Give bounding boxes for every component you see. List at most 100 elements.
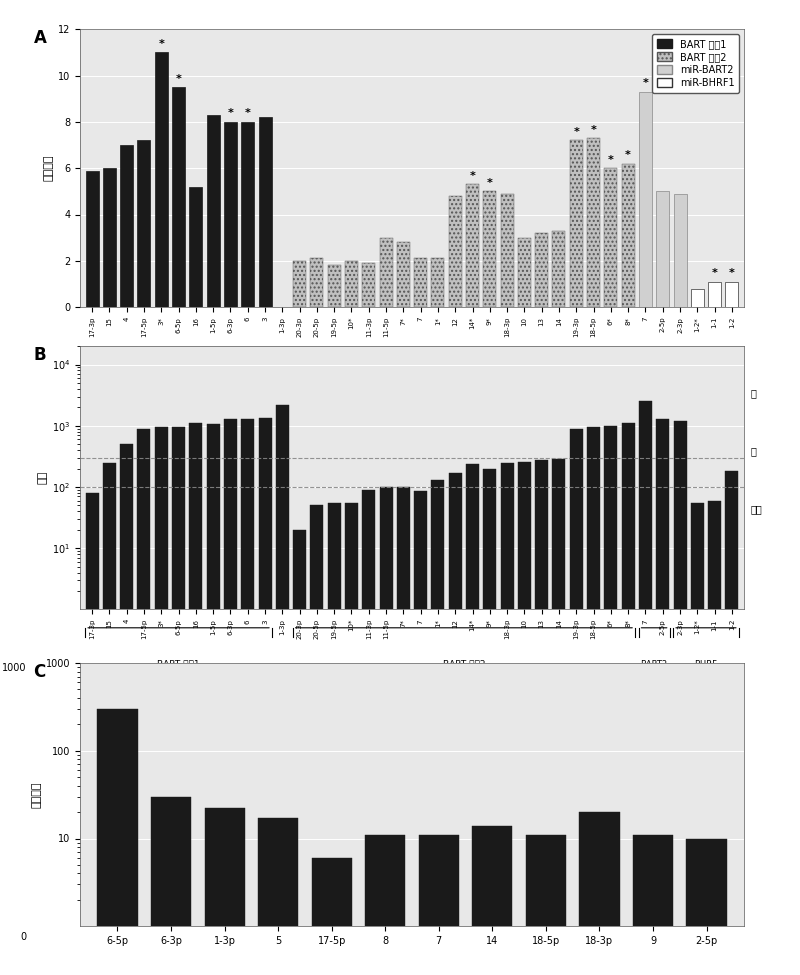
Text: *: * xyxy=(590,125,597,135)
Text: 1000: 1000 xyxy=(2,663,27,673)
Text: *: * xyxy=(470,171,475,181)
Bar xyxy=(206,115,220,307)
Bar xyxy=(98,709,138,975)
Text: 极低: 极低 xyxy=(750,504,762,515)
Bar xyxy=(151,797,191,975)
Bar xyxy=(686,838,726,975)
Text: BART 区块1: BART 区块1 xyxy=(158,660,200,669)
Bar xyxy=(397,243,410,307)
Bar xyxy=(639,92,652,307)
Bar xyxy=(691,503,704,975)
Bar xyxy=(397,487,410,975)
Bar xyxy=(674,194,686,307)
Bar xyxy=(190,187,202,307)
Bar xyxy=(328,503,341,975)
Bar xyxy=(120,145,133,307)
Bar xyxy=(708,282,721,307)
Bar xyxy=(310,505,323,975)
Y-axis label: 变化倍数: 变化倍数 xyxy=(32,781,42,808)
Bar xyxy=(258,117,271,307)
Bar xyxy=(345,260,358,307)
Bar xyxy=(449,473,462,975)
Bar xyxy=(86,493,98,975)
Bar xyxy=(691,289,704,307)
Bar xyxy=(190,423,202,975)
Text: B: B xyxy=(34,346,46,364)
Text: *: * xyxy=(712,268,718,278)
Bar xyxy=(587,138,600,307)
Bar xyxy=(472,826,513,975)
Text: 高: 高 xyxy=(750,388,757,399)
Bar xyxy=(633,835,673,975)
Bar xyxy=(224,419,237,975)
Bar xyxy=(328,265,341,307)
Bar xyxy=(154,427,168,975)
Bar xyxy=(526,835,566,975)
Bar xyxy=(518,461,531,975)
Text: *: * xyxy=(158,39,164,49)
Text: *: * xyxy=(574,127,579,136)
Bar xyxy=(172,427,185,975)
Text: *: * xyxy=(608,155,614,165)
Bar xyxy=(362,263,375,307)
Bar xyxy=(587,427,600,975)
Bar xyxy=(449,196,462,307)
Bar xyxy=(431,258,445,307)
Bar xyxy=(535,233,548,307)
Bar xyxy=(365,835,406,975)
Bar xyxy=(103,168,116,307)
Bar xyxy=(276,405,289,975)
Bar xyxy=(205,808,245,975)
Bar xyxy=(483,469,496,975)
Bar xyxy=(604,168,618,307)
Text: *: * xyxy=(487,177,493,188)
Bar xyxy=(553,231,566,307)
Bar xyxy=(639,402,652,975)
Bar xyxy=(418,835,459,975)
Text: *: * xyxy=(227,108,234,118)
Bar xyxy=(656,419,670,975)
Bar xyxy=(604,426,618,975)
Bar xyxy=(379,238,393,307)
Text: C: C xyxy=(34,663,46,681)
Bar xyxy=(518,238,531,307)
Text: A: A xyxy=(34,29,46,47)
Bar xyxy=(379,487,393,975)
Bar xyxy=(501,194,514,307)
Bar xyxy=(172,87,185,307)
Bar xyxy=(258,818,298,975)
Bar xyxy=(622,423,634,975)
Text: 0: 0 xyxy=(21,931,27,942)
Text: BART 区块1: BART 区块1 xyxy=(158,371,200,381)
Bar xyxy=(310,258,323,307)
Text: BART 区块2: BART 区块2 xyxy=(442,371,485,381)
Text: *: * xyxy=(729,268,735,278)
Text: *: * xyxy=(245,108,250,118)
Text: BART2: BART2 xyxy=(641,371,668,381)
Bar xyxy=(483,191,496,307)
Bar xyxy=(656,191,670,307)
Bar xyxy=(120,445,133,975)
Bar xyxy=(138,429,150,975)
Y-axis label: 变化倍数: 变化倍数 xyxy=(44,155,54,181)
Bar xyxy=(570,429,582,975)
Bar xyxy=(553,458,566,975)
Bar xyxy=(103,462,116,975)
Bar xyxy=(154,53,168,307)
Bar xyxy=(414,258,427,307)
Text: *: * xyxy=(642,78,648,89)
Bar xyxy=(293,260,306,307)
Bar xyxy=(726,282,738,307)
Bar xyxy=(570,140,582,307)
Bar xyxy=(242,419,254,975)
Text: BART2: BART2 xyxy=(641,660,668,669)
Text: BART 区块2: BART 区块2 xyxy=(442,660,485,669)
Bar xyxy=(535,459,548,975)
Bar xyxy=(726,471,738,975)
Bar xyxy=(622,164,634,307)
Bar xyxy=(362,489,375,975)
Bar xyxy=(311,858,352,975)
Text: BHRF: BHRF xyxy=(694,660,718,669)
Bar xyxy=(258,417,271,975)
Text: 低: 低 xyxy=(750,447,757,456)
